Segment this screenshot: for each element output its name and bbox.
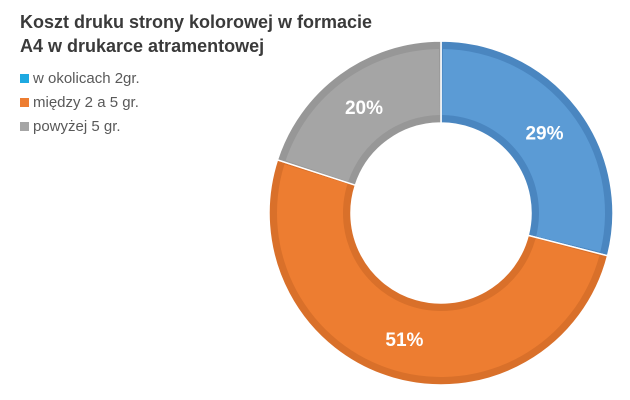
- legend: w okolicach 2gr. między 2 a 5 gr. powyże…: [20, 66, 140, 138]
- legend-label-between-2-and-5gr: między 2 a 5 gr.: [33, 93, 139, 111]
- slice-label-between-2-and-5gr: 51%: [385, 330, 423, 351]
- legend-item-around-2gr: w okolicach 2gr.: [20, 66, 140, 90]
- slice-above-5gr: [276, 40, 442, 187]
- slice-between-2-and-5gr-fill: [277, 164, 600, 377]
- legend-swatch-between-2-and-5gr: [20, 97, 29, 107]
- slice-around-2gr: [440, 40, 614, 257]
- legend-item-above-5gr: powyżej 5 gr.: [20, 114, 140, 138]
- slice-around-2gr-fill: [442, 49, 605, 252]
- legend-swatch-around-2gr: [20, 73, 29, 83]
- legend-item-between-2-and-5gr: między 2 a 5 gr.: [20, 90, 140, 114]
- legend-swatch-above-5gr: [20, 121, 29, 131]
- chart-title: Koszt druku strony kolorowej w formacie …: [20, 12, 373, 56]
- slice-label-around-2gr: 29%: [525, 124, 563, 145]
- legend-label-above-5gr: powyżej 5 gr.: [33, 117, 121, 135]
- legend-label-around-2gr: w okolicach 2gr.: [33, 69, 140, 87]
- slice-above-5gr-fill: [285, 49, 440, 182]
- slice-between-2-and-5gr: [268, 158, 609, 386]
- slice-label-above-5gr: 20%: [345, 98, 383, 119]
